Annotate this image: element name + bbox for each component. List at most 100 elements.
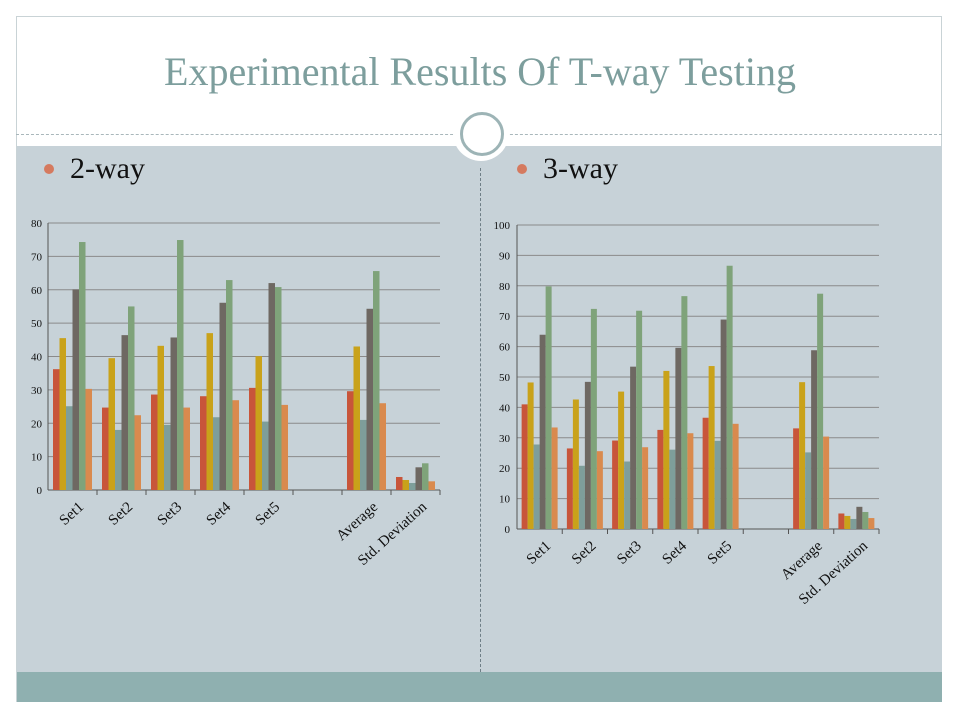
bar [373,271,380,490]
left-heading-text: 2-way [70,152,145,185]
y-tick-label: 50 [31,318,43,330]
bar [255,356,262,490]
bar [732,423,739,529]
x-tick-label: Average [334,499,382,544]
bar [219,302,226,490]
bar [578,465,585,529]
bar [714,440,721,529]
bar [817,293,824,529]
x-tick-label: Set1 [57,499,88,529]
bar [102,407,109,490]
three-way-chart: 0 10 20 30 40 50 60 70 80 90 100 Set1 Set2 Set3 Set4 Se… [494,220,880,608]
y-tick-label: 60 [31,285,43,297]
bar [584,381,591,529]
right-heading-text: 3-way [543,152,618,185]
x-tick-label: Set3 [614,538,645,568]
bar [799,382,806,529]
bar [805,452,812,529]
bar [422,463,429,490]
bar [402,479,409,490]
bar [572,399,579,529]
bar [793,428,800,529]
bar [366,308,373,490]
bar [128,306,135,490]
bar [134,415,141,490]
y-tick-label: 0 [37,485,43,497]
y-tick-label: 80 [31,218,43,230]
bar [675,347,682,529]
slide-title: Experimental Results Of T-way Testing [164,49,796,94]
bar [121,335,128,490]
two-way-chart: 0 10 20 30 40 50 60 70 80 Set1 Set2 Set3 Set4 Set5 Ave… [31,218,441,569]
y-tick-label: 0 [505,524,511,536]
bar [624,461,631,529]
x-tick-label: Set4 [204,499,235,529]
bar [396,476,403,490]
bar [213,417,220,490]
x-tick-label: Set2 [106,499,137,529]
bar [681,296,688,529]
bar [545,286,552,529]
panel-divider [480,168,481,672]
bar [353,346,360,490]
bar [663,370,670,529]
y-tick-label: 60 [499,342,511,354]
bar [687,433,694,529]
bar [428,481,435,490]
bar [115,429,122,490]
bar [612,440,619,529]
bar [630,366,637,529]
x-tick-label: Set5 [253,499,284,529]
bar [262,421,269,490]
right-heading: 3-way [517,152,618,186]
bar [360,419,367,490]
y-tick-label: 90 [499,250,511,262]
bar [157,345,164,490]
bar [200,396,207,490]
bar [868,518,875,529]
y-tick-label: 10 [499,494,511,506]
bar [844,515,851,529]
y-tick-label: 30 [31,385,43,397]
bar [726,265,733,529]
bar [72,289,79,490]
bar [636,310,643,529]
bar [249,387,256,490]
bar [596,451,603,529]
x-tick-label: Set1 [524,538,555,568]
bar [232,400,239,490]
bar [170,337,177,490]
y-tick-label: 10 [31,452,43,464]
bar [53,369,60,490]
bar [642,447,649,529]
bar [379,403,386,490]
bullet-dot-icon [44,164,54,174]
bar [669,449,676,529]
y-tick-label: 20 [31,418,43,430]
y-tick-label: 40 [31,352,43,364]
ornament-ring [460,112,504,156]
y-tick-label: 30 [499,433,511,445]
x-tick-label: Set2 [569,538,600,568]
bar [85,388,92,490]
bar [108,358,115,490]
x-tick-label: Set5 [705,538,736,568]
bar [268,283,275,490]
bar [590,308,597,529]
y-tick-label: 80 [499,281,511,293]
bar [226,280,233,490]
bar [347,391,354,490]
y-tick-label: 70 [31,251,43,263]
bar [66,406,73,490]
bar [811,350,818,529]
bar [177,240,184,490]
bar [275,287,282,490]
bar [657,429,664,529]
y-tick-label: 20 [499,463,511,475]
y-tick-label: 70 [499,311,511,323]
x-tick-label: Set3 [155,499,186,529]
bar [850,518,857,529]
bar [409,482,416,490]
bar [566,448,573,529]
